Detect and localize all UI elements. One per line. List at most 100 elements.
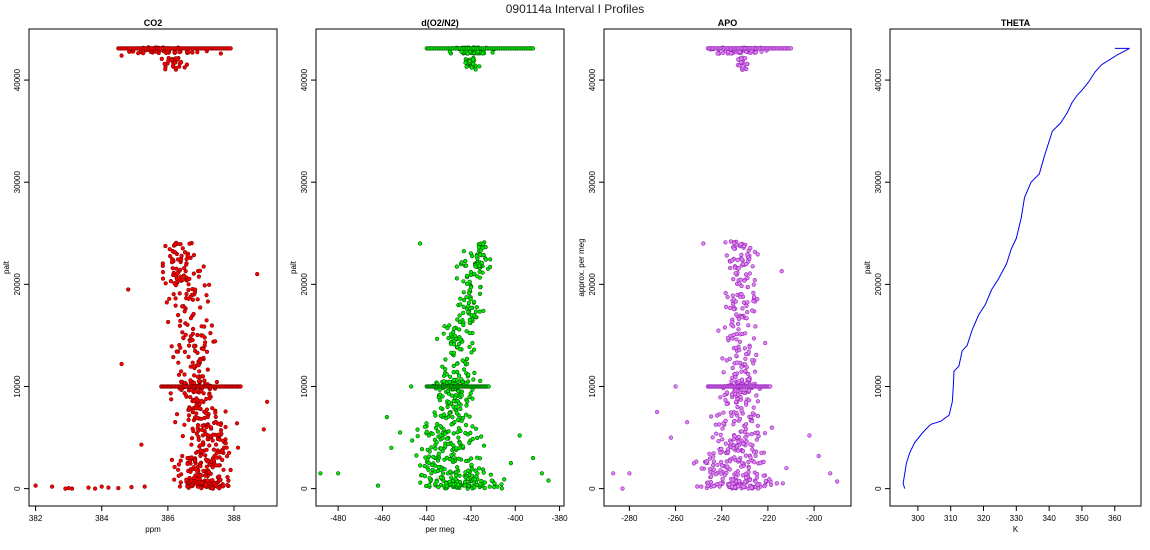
chart-1-point [456,435,461,440]
chart-3-xlabel: K [1013,525,1019,534]
chart-2-point [754,475,759,480]
chart-0-point [174,412,180,417]
chart-2-point [734,474,739,480]
chart-0-point [196,437,201,442]
chart-1-point [471,377,476,382]
chart-0-point [200,423,205,429]
chart-1-point [457,473,462,478]
chart-0-point [188,255,193,260]
chart-1-point [409,384,414,389]
chart-1-point [439,446,444,451]
chart-0-point [197,268,203,273]
chart-2-point [736,457,741,463]
chart-2-point [784,466,789,471]
chart-0-point [119,53,124,58]
chart-1-point [453,477,458,482]
chart-1-point [429,445,434,450]
chart-0-point [172,242,177,247]
chart-1-point [464,263,469,268]
chart-2-point [740,306,745,311]
chart-0-point [163,281,168,286]
chart-1-point [446,429,451,434]
chart-2-point [728,265,733,271]
chart-1-point [433,425,439,431]
chart-1-point [435,422,440,427]
chart-0-point [228,467,233,473]
chart-0-point [180,453,185,459]
chart-2-point [750,264,755,269]
chart-0-point [219,449,225,454]
chart-2-point [727,467,732,472]
chart-1-ytick-label: 20000 [300,273,309,296]
chart-3-xtick-label: 350 [1075,514,1089,523]
chart-1-point [467,279,472,284]
chart-1-point [424,429,429,434]
chart-2-point [722,325,727,330]
chart-0-point [185,253,190,258]
chart-0-point [169,397,174,402]
chart-1-point [455,369,460,375]
chart-0-point [116,486,121,491]
chart-0-point [106,485,111,490]
chart-2-point [724,358,729,363]
chart-1-point [456,417,461,422]
chart-0-point [195,415,200,421]
chart-2-point [711,459,716,464]
chart-0-point [187,276,192,282]
chart-0-point [176,360,181,365]
chart-1-point [480,51,485,56]
chart-2-ytick-label: 40000 [588,68,597,91]
chart-0-point [205,437,210,442]
chart-2-point [722,473,727,478]
chart-1-point [464,458,469,464]
chart-2-point [733,485,738,490]
chart-0-point [187,241,192,246]
chart-0-point [208,425,213,430]
chart-2-point [718,481,723,486]
chart-0-point [170,63,176,68]
chart-1-point [449,453,454,458]
chart-1-point [423,455,428,460]
chart-0-point [261,427,266,432]
chart-0-point [180,434,185,439]
chart-1-point [456,401,461,406]
chart-0-point [192,343,197,348]
chart-1-point [446,441,451,447]
chart-2-point [739,315,744,320]
chart-2-point [735,469,740,474]
chart-1-point [462,367,467,372]
chart-0-point [214,451,219,456]
chart-2-point [746,465,751,471]
chart-2-point [716,439,721,444]
chart-1-xtick-label: -460 [374,514,391,523]
chart-2-point [742,278,747,283]
chart-0-point [141,51,146,56]
chart-2-point [753,479,758,484]
chart-0-point [174,266,179,271]
chart-1-point [446,336,451,341]
chart-1-point [429,462,435,468]
chart-0-point [200,333,205,338]
chart-2-point [761,473,766,478]
chart-0-point [189,482,194,487]
chart-2-point [744,475,749,480]
chart-0-point [191,326,196,332]
chart-1-point [464,423,469,428]
chart-1-point [335,471,341,476]
chart-0-point [162,61,167,66]
chart-0-point [167,296,172,301]
chart-0-point [159,56,164,62]
chart-0-point [176,467,181,472]
chart-1-point [431,454,436,460]
chart-1-point [440,436,445,441]
chart-0-point [191,364,196,369]
chart-2-point [735,405,740,410]
chart-3-title: THETA [1001,18,1031,28]
chart-1-point [461,279,466,284]
chart-2-point [753,453,758,458]
chart-1-point [467,290,472,296]
chart-1-point [418,480,423,485]
chart-0-point [136,51,141,56]
chart-2-point [707,451,712,456]
chart-2-frame [603,28,852,507]
